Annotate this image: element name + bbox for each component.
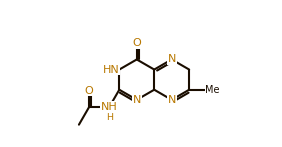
Text: N: N	[168, 95, 176, 105]
Text: O: O	[85, 86, 93, 96]
Text: H: H	[106, 113, 113, 122]
Text: N: N	[168, 55, 176, 65]
Text: NH: NH	[101, 102, 118, 112]
Text: HN: HN	[103, 65, 119, 75]
Text: Me: Me	[205, 85, 220, 95]
Text: N: N	[133, 95, 141, 105]
Text: O: O	[132, 38, 141, 48]
